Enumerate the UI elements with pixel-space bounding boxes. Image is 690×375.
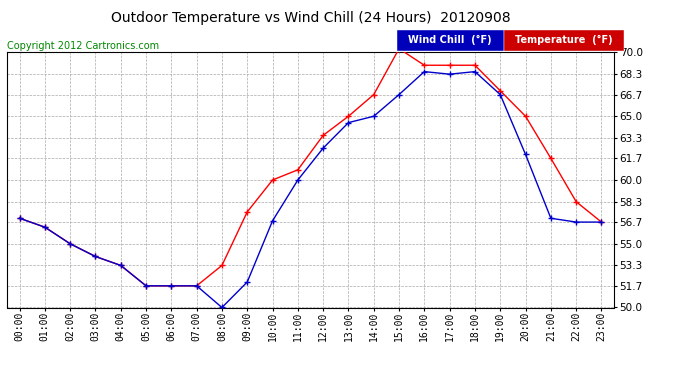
Text: Wind Chill  (°F): Wind Chill (°F)	[408, 35, 492, 45]
Text: Outdoor Temperature vs Wind Chill (24 Hours)  20120908: Outdoor Temperature vs Wind Chill (24 Ho…	[110, 11, 511, 25]
Text: Copyright 2012 Cartronics.com: Copyright 2012 Cartronics.com	[7, 41, 159, 51]
Text: Temperature  (°F): Temperature (°F)	[515, 35, 613, 45]
